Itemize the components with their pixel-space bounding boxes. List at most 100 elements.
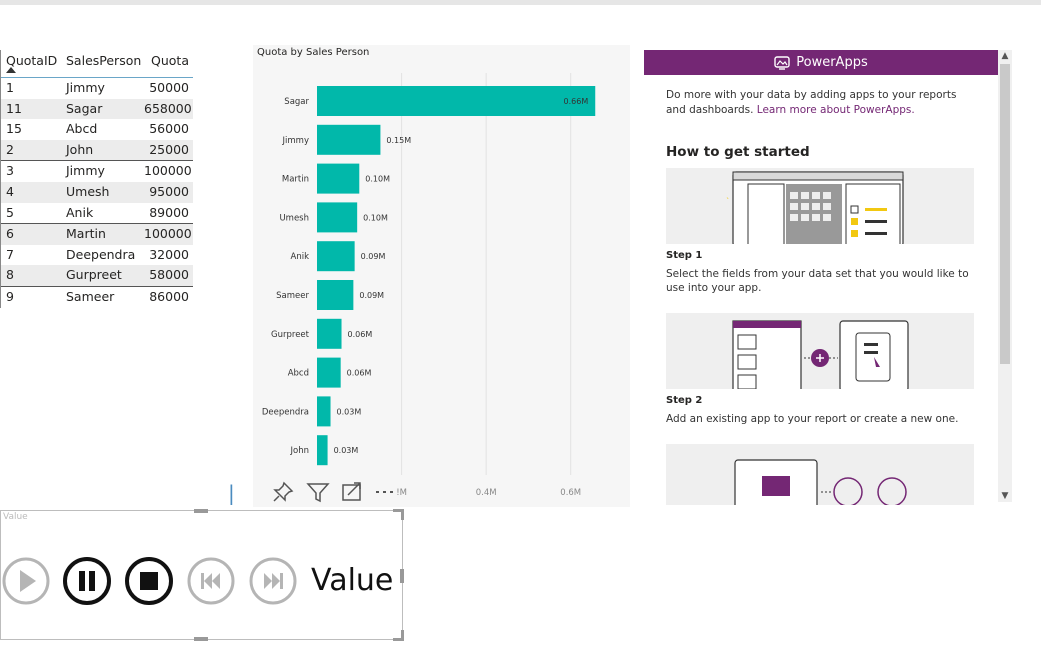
- cell-quota: 86000: [149, 288, 189, 304]
- cell-salesperson: Jimmy: [66, 163, 105, 179]
- bar[interactable]: [317, 202, 358, 233]
- data-label: 0.15M: [386, 136, 411, 145]
- y-category-label: Martin: [282, 175, 309, 185]
- cell-salesperson: Sameer: [66, 288, 115, 304]
- cell-salesperson: Umesh: [66, 183, 110, 199]
- step1-text: Select the fields from your data set tha…: [666, 268, 969, 294]
- bar[interactable]: [317, 241, 355, 272]
- cell-quota: 658000: [144, 100, 192, 116]
- table-row[interactable]: 3 Jimmy 100000: [1, 161, 193, 182]
- scroll-down-icon[interactable]: ▼: [1001, 491, 1009, 501]
- powerapps-title: PowerApps: [796, 55, 868, 70]
- stop-icon[interactable]: [124, 556, 174, 606]
- bar[interactable]: [317, 163, 360, 194]
- y-category-label: Sagar: [284, 97, 309, 107]
- bar[interactable]: [317, 86, 596, 116]
- learn-more-link[interactable]: Learn more about PowerApps.: [756, 104, 915, 116]
- bar[interactable]: [317, 318, 342, 349]
- table-header: QuotaID SalesPerson Quota: [1, 50, 193, 78]
- scrollbar-thumb[interactable]: [1000, 64, 1010, 364]
- play-icon[interactable]: [1, 556, 51, 606]
- cell-quota: 50000: [149, 80, 189, 95]
- resize-handle-top-right[interactable]: [393, 509, 404, 520]
- cell-quota: 100000: [144, 163, 192, 179]
- cell-quotaid: 11: [6, 100, 22, 116]
- y-category-label: Gurpreet: [271, 330, 310, 340]
- cell-quota: 100000: [144, 226, 192, 242]
- column-header-quota[interactable]: Quota: [151, 53, 189, 68]
- bar[interactable]: [317, 435, 328, 466]
- quota-bar-chart[interactable]: Quota by Sales Person !M 0.4M 0.6M Sagar 0.6…: [253, 45, 630, 507]
- powerapps-header: PowerApps: [644, 50, 998, 75]
- previous-icon[interactable]: [186, 556, 236, 606]
- pin-icon[interactable]: [270, 479, 296, 505]
- bar[interactable]: [317, 396, 331, 427]
- resize-handle-top[interactable]: [194, 509, 208, 513]
- y-category-label: John: [290, 446, 309, 456]
- y-category-label: Umesh: [279, 213, 309, 223]
- cell-salesperson: Jimmy: [66, 80, 105, 95]
- step2-title: Step 2: [666, 395, 703, 406]
- data-label: 0.03M: [337, 407, 362, 416]
- bar[interactable]: [317, 280, 354, 310]
- data-label: 0.09M: [361, 252, 386, 261]
- table-row[interactable]: 8 Gurpreet 58000: [1, 265, 193, 287]
- resize-handle-right[interactable]: [400, 569, 404, 583]
- table-row[interactable]: 11 Sagar 658000: [1, 98, 193, 120]
- cell-quotaid: 7: [6, 246, 14, 262]
- data-label: 0.10M: [365, 175, 390, 184]
- bar[interactable]: [317, 124, 381, 155]
- media-player-visual[interactable]: Value Value: [0, 509, 404, 641]
- data-label: 0.06M: [347, 369, 372, 378]
- table-row[interactable]: 7 Deependra 32000: [1, 245, 193, 266]
- cell-quota: 56000: [149, 121, 189, 137]
- player-value-text: Value: [311, 563, 394, 598]
- resize-handle-bottom-right[interactable]: [393, 630, 404, 641]
- filter-icon[interactable]: [305, 479, 331, 505]
- cell-quotaid: 4: [6, 183, 14, 199]
- cell-quota: 32000: [149, 246, 189, 262]
- powerapps-scrollbar[interactable]: ▲ ▼: [998, 50, 1012, 502]
- sort-ascending-icon[interactable]: [6, 67, 16, 73]
- bar[interactable]: [317, 357, 341, 388]
- powerapps-logo-icon: [774, 55, 790, 70]
- next-icon[interactable]: [248, 556, 298, 606]
- table-row[interactable]: 6 Martin 100000: [1, 224, 193, 245]
- cell-salesperson: Martin: [66, 226, 106, 242]
- pause-icon[interactable]: [62, 556, 112, 606]
- table-row[interactable]: 4 Umesh 95000: [1, 181, 193, 203]
- cell-quotaid: 3: [6, 163, 14, 179]
- cell-salesperson: Gurpreet: [66, 267, 122, 283]
- table-body: 1 Jimmy 50000 11 Sagar 658000 15 Abcd 56000 2 John…: [1, 78, 193, 308]
- cell-quotaid: 9: [6, 288, 14, 304]
- table-row[interactable]: 15 Abcd 56000: [1, 119, 193, 140]
- y-category-label: Anik: [291, 252, 310, 262]
- column-header-salesperson[interactable]: SalesPerson: [66, 53, 142, 68]
- table-row[interactable]: 2 John 25000: [1, 139, 193, 162]
- data-label: 0.06M: [348, 330, 373, 339]
- x-tick-label: !M: [396, 488, 407, 498]
- table-row[interactable]: 9 Sameer 86000: [1, 287, 193, 308]
- scroll-up-icon[interactable]: ▲: [1001, 51, 1009, 61]
- cell-quota: 25000: [149, 141, 189, 157]
- step3-illustration: [666, 444, 974, 505]
- focus-mode-icon[interactable]: [339, 479, 365, 505]
- powerapps-intro: Do more with your data by adding apps to…: [666, 88, 976, 118]
- player-label: Value: [3, 512, 28, 522]
- cell-salesperson: Anik: [66, 204, 94, 220]
- table-row[interactable]: 5 Anik 89000: [1, 203, 193, 225]
- column-header-quotaid[interactable]: QuotaID: [6, 53, 58, 68]
- cell-quotaid: 15: [6, 121, 22, 137]
- cell-quotaid: 6: [6, 226, 14, 242]
- x-tick-label: 0.6M: [560, 488, 581, 498]
- text-cursor-icon: |: [228, 481, 235, 505]
- svg-text:`: `: [726, 196, 730, 206]
- powerapps-pane: PowerApps Do more with your data by addi…: [644, 50, 998, 505]
- more-options-icon[interactable]: [373, 479, 399, 505]
- resize-handle-bottom[interactable]: [194, 637, 208, 641]
- powerapps-intro-text: Do more with your data by adding apps to…: [666, 89, 957, 116]
- cell-quota: 89000: [149, 204, 189, 220]
- data-label: 0.03M: [334, 446, 359, 455]
- table-row[interactable]: 1 Jimmy 50000: [1, 78, 193, 99]
- y-category-label: Abcd: [288, 369, 309, 379]
